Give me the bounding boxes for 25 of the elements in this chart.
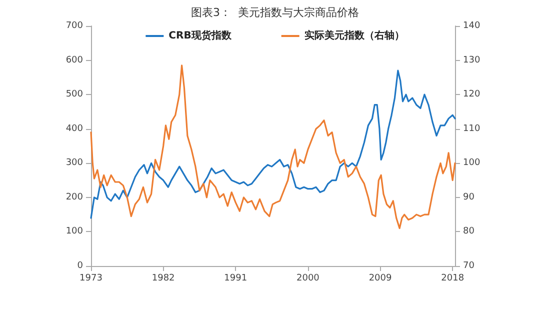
legend-label: 实际美元指数（右轴） <box>304 30 404 42</box>
y-tick-label: 100 <box>66 226 84 237</box>
legend-label: CRB现货指数 <box>168 30 232 42</box>
x-tick-label: 2009 <box>368 274 392 284</box>
y2-tick-label: 110 <box>463 124 480 134</box>
y-tick-label: 300 <box>66 158 84 168</box>
y2-tick-label: 90 <box>463 192 475 202</box>
y-tick-label: 400 <box>66 124 84 134</box>
y-tick-label: 0 <box>77 261 84 271</box>
x-tick-label: 1991 <box>224 274 248 284</box>
y2-tick-label: 120 <box>463 90 480 100</box>
x-tick-label: 2018 <box>441 274 464 284</box>
y2-tick-label: 140 <box>463 21 480 31</box>
x-tick-label: 1982 <box>152 274 175 284</box>
x-tick-label: 2000 <box>296 274 320 284</box>
y2-tick-label: 80 <box>463 226 475 237</box>
y-tick-label: 600 <box>66 55 84 66</box>
y-tick-label: 700 <box>66 21 84 31</box>
y-tick-label: 500 <box>66 90 84 100</box>
chart-title: 图表3： 美元指数与大宗商品价格 <box>191 6 359 19</box>
y2-tick-label: 70 <box>463 261 475 271</box>
y2-tick-label: 130 <box>463 55 480 66</box>
y-tick-label: 200 <box>66 192 84 202</box>
y2-tick-label: 100 <box>463 158 480 168</box>
x-tick-label: 1973 <box>80 274 102 284</box>
